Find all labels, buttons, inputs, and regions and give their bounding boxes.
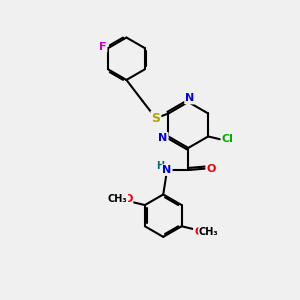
Text: CH₃: CH₃ [108,194,128,204]
Text: S: S [152,112,160,125]
Text: O: O [123,194,133,204]
Text: Cl: Cl [221,134,233,144]
Text: N: N [185,94,194,103]
Text: F: F [99,42,106,52]
Text: O: O [194,227,203,237]
Text: O: O [206,164,216,173]
Text: N: N [163,165,172,175]
Text: H: H [157,161,165,172]
Text: N: N [158,133,168,143]
Text: CH₃: CH₃ [199,227,218,237]
